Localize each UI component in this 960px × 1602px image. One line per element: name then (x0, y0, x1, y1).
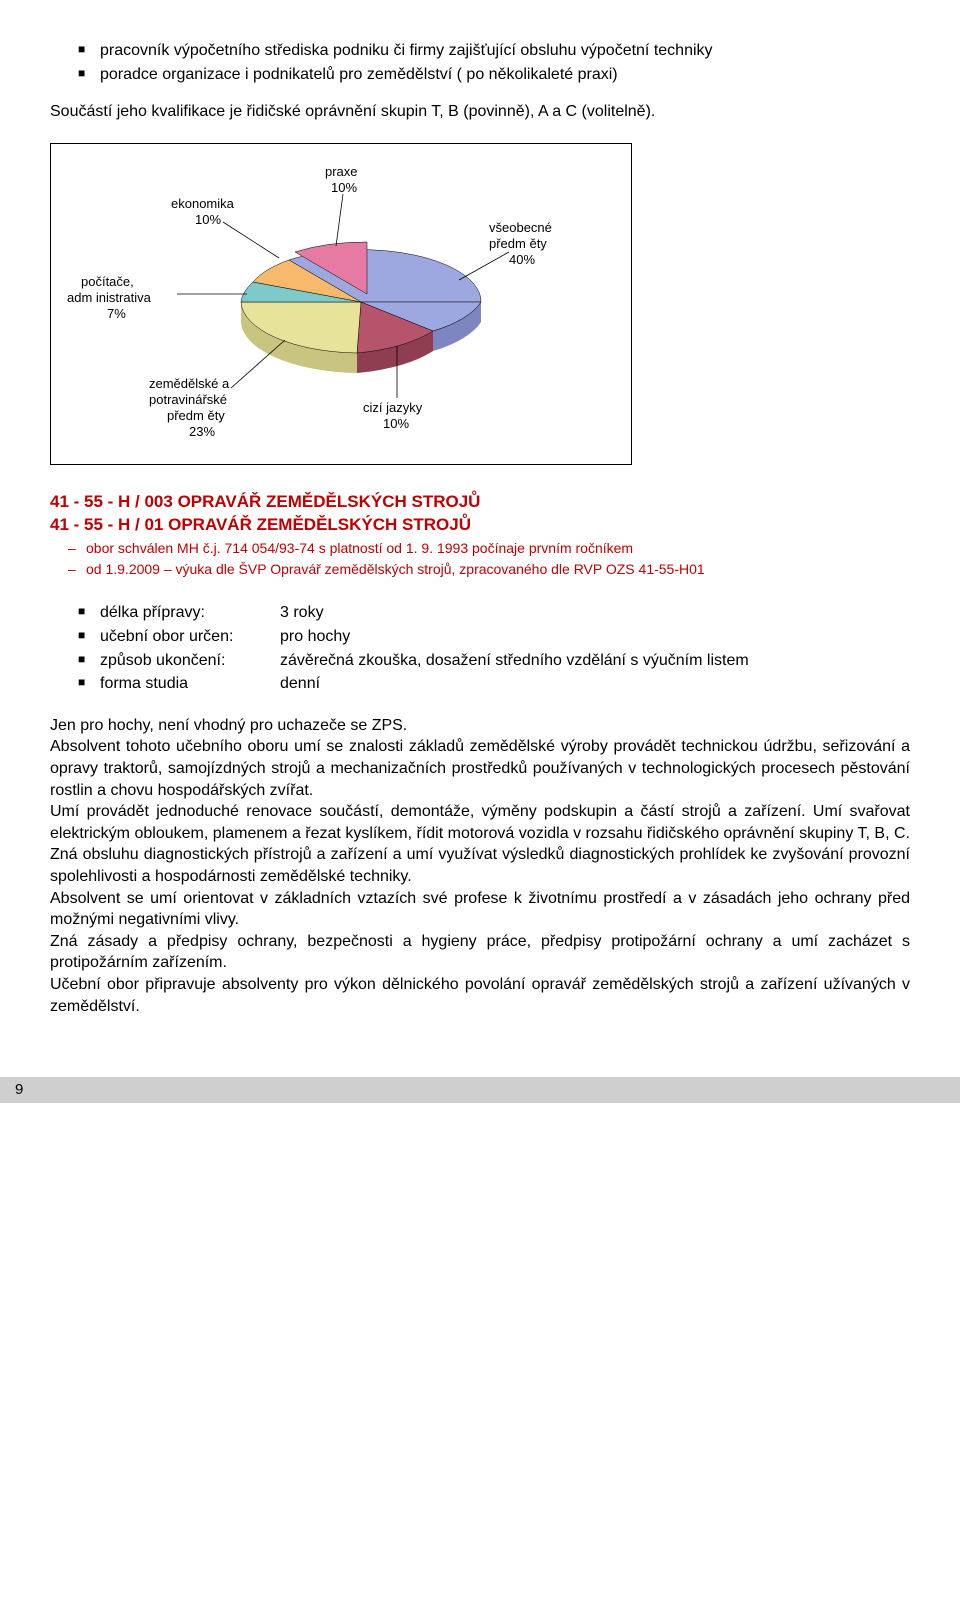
program-heading-2: 41 - 55 - H / 01 OPRAVÁŘ ZEMĚDĚLSKÝCH ST… (50, 514, 910, 537)
chart-label: předm ěty (167, 408, 225, 423)
spec-value: závěrečná zkouška, dosažení středního vz… (280, 650, 910, 672)
pie-3d-group (177, 194, 509, 398)
chart-label: všeobecné (489, 220, 552, 235)
intro-tail: Součástí jeho kvalifikace je řidičské op… (50, 101, 910, 123)
chart-label: praxe (325, 164, 358, 179)
paragraph: Absolvent tohoto učebního oboru umí se z… (50, 736, 910, 801)
spec-value: pro hochy (280, 626, 910, 648)
chart-label: počítače, (81, 274, 134, 289)
red-dash-list: obor schválen MH č.j. 714 054/93-74 s pl… (50, 539, 910, 579)
paragraph: Jen pro hochy, není vhodný pro uchazeče … (50, 715, 910, 737)
pie-chart: ekonomika 10% praxe 10% všeobecné předm … (50, 143, 632, 465)
chart-label-pct: 7% (107, 306, 126, 321)
spec-label: forma studia (100, 673, 280, 695)
intro-bullet-list: pracovník výpočetního střediska podniku … (50, 40, 910, 85)
spec-value: 3 roky (280, 602, 910, 624)
spec-item: forma studia denní (78, 673, 910, 695)
spec-label: způsob ukončení: (100, 650, 280, 672)
spec-item: způsob ukončení: závěrečná zkouška, dosa… (78, 650, 910, 672)
spec-label: délka přípravy: (100, 602, 280, 624)
chart-label: ekonomika (171, 196, 235, 211)
program-heading-1: 41 - 55 - H / 003 OPRAVÁŘ ZEMĚDĚLSKÝCH S… (50, 491, 910, 514)
spec-value: denní (280, 673, 910, 695)
spec-list: délka přípravy: 3 roky učební obor určen… (50, 602, 910, 694)
spec-item: délka přípravy: 3 roky (78, 602, 910, 624)
list-item: od 1.9.2009 – výuka dle ŠVP Opravář země… (68, 560, 910, 579)
pie-chart-svg: ekonomika 10% praxe 10% všeobecné předm … (61, 154, 621, 454)
leader-line (459, 252, 509, 280)
bullet-text: pracovník výpočetního střediska podniku … (100, 42, 713, 59)
leader-line (223, 222, 279, 258)
list-item: poradce organizace i podnikatelů pro zem… (78, 64, 910, 86)
spec-item: učební obor určen: pro hochy (78, 626, 910, 648)
chart-label: adm inistrativa (67, 290, 152, 305)
paragraph: Učební obor připravuje absolventy pro vý… (50, 974, 910, 1017)
page-footer: 9 (50, 1077, 910, 1103)
chart-label: cizí jazyky (363, 400, 423, 415)
chart-label: potravinářské (149, 392, 227, 407)
page-number: 9 (15, 1080, 23, 1100)
chart-label: zemědělské a (149, 376, 230, 391)
list-item: obor schválen MH č.j. 714 054/93-74 s pl… (68, 539, 910, 558)
leader-line (336, 194, 343, 246)
paragraph: Zná zásady a předpisy ochrany, bezpečnos… (50, 931, 910, 974)
bullet-text: poradce organizace i podnikatelů pro zem… (100, 66, 618, 83)
body-paragraphs: Jen pro hochy, není vhodný pro uchazeče … (50, 715, 910, 1017)
paragraph: Absolvent se umí orientovat v základních… (50, 888, 910, 931)
chart-label-pct: 10% (195, 212, 221, 227)
spec-label: učební obor určen: (100, 626, 280, 648)
list-item: pracovník výpočetního střediska podniku … (78, 40, 910, 62)
paragraph: Umí provádět jednoduché renovace součást… (50, 801, 910, 887)
chart-label-pct: 10% (383, 416, 409, 431)
chart-label: předm ěty (489, 236, 547, 251)
page-footer-bar (0, 1077, 960, 1103)
chart-label-pct: 10% (331, 180, 357, 195)
chart-label-pct: 40% (509, 252, 535, 267)
chart-label-pct: 23% (189, 424, 215, 439)
